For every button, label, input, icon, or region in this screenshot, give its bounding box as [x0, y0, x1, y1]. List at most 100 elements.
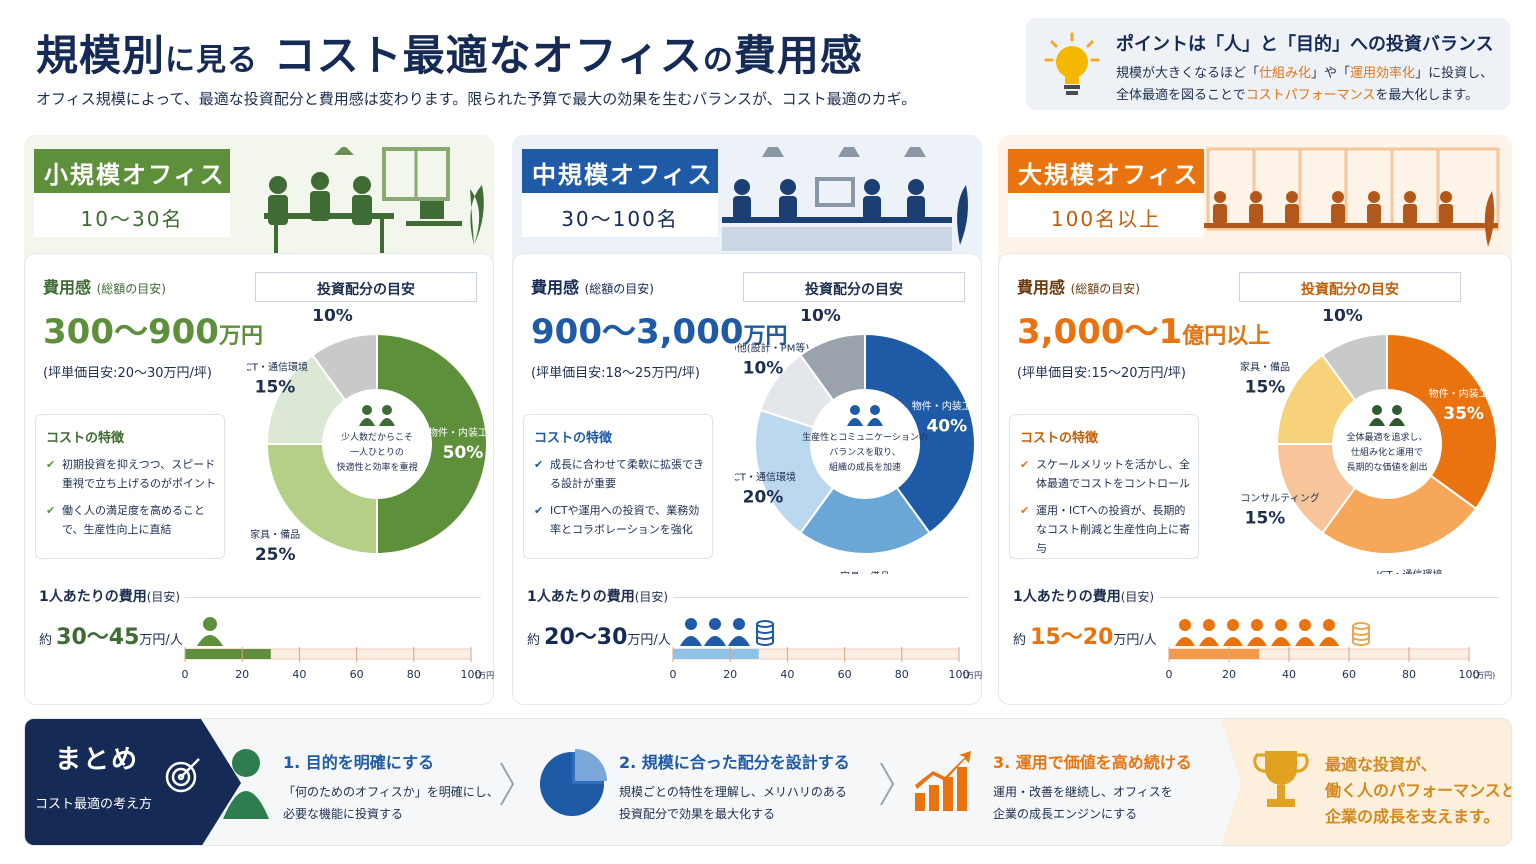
tsubo-price: (坪単価目安:20〜30万円/坪) — [43, 366, 212, 381]
pie-slice-value: 35% — [1443, 404, 1484, 424]
cost-value: 900〜3,000万円 — [531, 312, 788, 352]
tick-label: 100 — [1459, 668, 1480, 681]
pie-slice-value: 25% — [255, 545, 296, 565]
large-card: 費用感 (総額の目安) 3,000〜1億円以上 (坪単価目安:15〜20万円/坪… — [998, 253, 1512, 705]
step3-text: 運用・改善を継続し、オフィスを — [993, 785, 1173, 799]
tick-label: 20 — [723, 668, 737, 681]
check-icon: ✔ — [1020, 504, 1030, 517]
per-person-value: 約 20〜30万円/人 — [527, 625, 671, 650]
summary-message-line3: 企業の成長を支えます。 — [1325, 807, 1500, 826]
summary-message-line2: 働く人のパフォーマンスと — [1325, 781, 1512, 800]
tick-label: 0 — [182, 668, 189, 681]
cost-value: 300〜900万円 — [43, 312, 263, 352]
tick-label: 80 — [407, 668, 421, 681]
small-range: 10〜30名 — [34, 193, 230, 237]
summary-subtitle: コスト最適の考え方 — [35, 797, 153, 812]
per-person-bar: 0 20 40 60 80 100(万円) — [182, 647, 495, 681]
pie-slice-value: 20% — [743, 487, 784, 507]
tick-label: 20 — [1222, 668, 1236, 681]
cost-label: 費用感 (総額の目安) — [43, 278, 166, 297]
tick-label: 0 — [670, 668, 677, 681]
mid-range: 30〜100名 — [522, 193, 718, 237]
tick-label: 60 — [838, 668, 852, 681]
target-icon — [165, 758, 200, 793]
page-title: 規模別に見る コスト最適なオフィスの費用感 — [36, 31, 863, 80]
check-icon: ✔ — [534, 458, 544, 471]
tick-label: 60 — [350, 668, 364, 681]
pie-slice-label: 家具・備品 — [840, 570, 890, 574]
step3-heading: 3. 運用で価値を高め続ける — [993, 753, 1192, 772]
pie-slice-label: ICT・通信環境 — [735, 470, 796, 483]
tick-label: 20 — [235, 668, 249, 681]
per-person-label: 1人あたりの費用(目安) — [527, 589, 669, 605]
large-office-scene — [1198, 147, 1500, 247]
pie-slice-label: ICT・通信環境 — [1377, 568, 1443, 574]
divider — [673, 597, 969, 598]
pie-slice — [1386, 332, 1498, 511]
per-person-label: 1人あたりの費用(目安) — [39, 589, 181, 605]
step2-heading: 2. 規模に合った配分を設計する — [619, 753, 850, 772]
feature-item: ✔ ICTや運用への投資で、業務効率とコラボレーションを強化 — [534, 501, 710, 539]
people-icon — [1175, 619, 1370, 646]
point-box: ポイントは「人」と「目的」への投資バランス 規模が大きくなるほど「仕組み化」や「… — [1026, 18, 1510, 110]
pie-center-text: 生産性とコミュニケーションの — [802, 431, 928, 443]
mid-badge: 中規模オフィス — [522, 149, 718, 193]
large-office-column: 大規模オフィス 100名以上 費用感 (総額の目安) 3,000〜1億円以上 (… — [998, 135, 1512, 705]
large-range: 100名以上 — [1008, 193, 1204, 237]
person-icon — [223, 749, 269, 819]
cost-feature-box: コストの特徴 ✔ スケールメリットを活かし、全体最適でコストをコントロール ✔ 運用… — [1009, 414, 1199, 559]
pie-slice-label: 物件・内装工事 — [912, 399, 975, 412]
pie-slice — [310, 332, 378, 402]
per-person-value: 約 30〜45万円/人 — [39, 625, 183, 650]
pie-center-text: バランスを取り、 — [829, 447, 900, 458]
step1-heading: 1. 目的を明確にする — [283, 753, 434, 772]
tick-label: 40 — [780, 668, 794, 681]
pie-slice-value: 50% — [443, 443, 484, 463]
person-icon — [1227, 619, 1239, 631]
mid-office-scene — [722, 147, 968, 251]
step1-text: 必要な機能に投資する — [283, 807, 404, 821]
tick-label: 0 — [1166, 668, 1173, 681]
pie-slice-value: 10% — [800, 309, 841, 326]
step1-text: 「何のためのオフィスか」を明確にし、 — [283, 785, 499, 799]
pie-slice-label: 物件・内装工事 — [428, 426, 487, 439]
pie-slice-label: 運用・コンサルティング — [1237, 491, 1320, 504]
small-card: 費用感 (総額の目安) 300〜900万円 (坪単価目安:20〜30万円/坪) … — [24, 253, 495, 705]
pie-slice-value: 10% — [743, 358, 784, 378]
chevron-right-icon — [880, 762, 895, 806]
allocation-title: 投資配分の目安 — [1239, 272, 1461, 302]
pie-slice-label: その他(設計・PM等) — [735, 341, 809, 354]
feature-item: ✔ スケールメリットを活かし、全体最適でコストをコントロール — [1020, 455, 1196, 493]
bar — [1169, 649, 1259, 659]
chevron-right-icon — [500, 762, 515, 806]
small-office-column: 小規模オフィス 10〜30名 費用感 (総額の目安) 300〜900万円 (坪単… — [24, 135, 495, 705]
pie-slice-value: 10% — [1322, 309, 1363, 326]
pie-center-text: 快適性と効率を重視 — [336, 461, 417, 473]
small-badge: 小規模オフィス — [34, 149, 230, 193]
cost-label: 費用感 (総額の目安) — [531, 278, 654, 297]
pie-slice — [864, 332, 975, 535]
per-person-bar: 0 20 40 60 80 100(万円) — [670, 647, 983, 681]
person-icon — [1275, 619, 1287, 631]
tick-label: 80 — [895, 668, 909, 681]
tick-label: 80 — [1402, 668, 1416, 681]
allocation-pie-chart: 物件・内装工事35%ICT・通信環境25%運用・コンサルティング15%家具・備品… — [1237, 309, 1499, 574]
point-text-line1: 規模が大きくなるほど「仕組み化」や「運用効率化」に投資し、 — [1116, 66, 1494, 81]
people-icon — [359, 405, 395, 426]
feature-item: ✔ 働く人の満足度を高めることで、生産性向上に直結 — [46, 501, 222, 539]
summary-arrow — [201, 719, 241, 845]
pie-slice-value: 15% — [255, 378, 296, 398]
feature-title: コストの特徴 — [1020, 431, 1099, 446]
pie-slice-value: 40% — [926, 416, 967, 436]
pie-slice-label: ICT・通信環境 — [247, 361, 308, 374]
people-icon — [847, 405, 883, 426]
cost-value: 3,000〜1億円以上 — [1017, 312, 1271, 352]
mid-card: 費用感 (総額の目安) 900〜3,000万円 (坪単価目安:18〜25万円/坪… — [512, 253, 983, 705]
pie-slice-value: 15% — [1245, 508, 1286, 528]
summary-title: まとめ — [55, 745, 140, 775]
pie-center-text: 一人ひとりの — [350, 447, 404, 458]
step2-text: 規模ごとの特性を理解し、メリハリのある — [619, 785, 847, 799]
allocation-title: 投資配分の目安 — [255, 272, 477, 302]
person-icon — [1323, 619, 1335, 631]
feature-item: ✔ 成長に合わせて柔軟に拡張できる設計が重要 — [534, 455, 710, 493]
